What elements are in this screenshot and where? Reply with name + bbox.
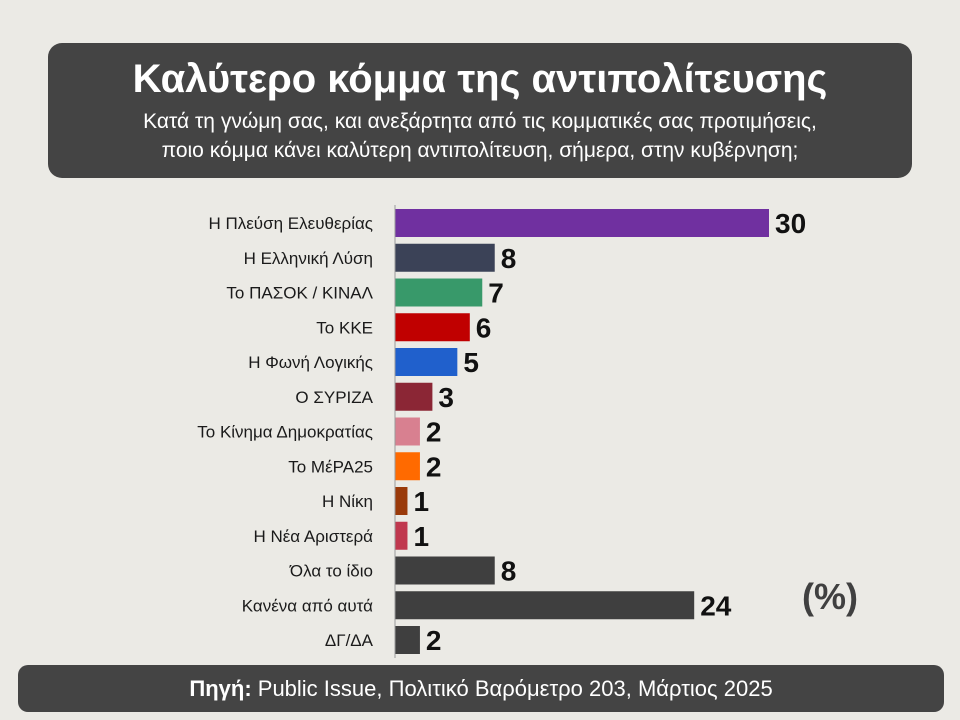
category-label: Ο ΣΥΡΙΖΑ	[295, 388, 373, 407]
category-label: Το ΚΚΕ	[316, 318, 373, 337]
chart-title: Καλύτερο κόμμα της αντιπολίτευσης	[132, 57, 828, 101]
category-label: Το Κίνημα Δημοκρατίας	[197, 423, 373, 442]
category-label: Η Ελληνική Λύση	[244, 249, 373, 268]
bar	[395, 243, 495, 272]
value-label: 1	[413, 486, 429, 517]
category-label: Η Πλεύση Ελευθερίας	[208, 214, 373, 233]
value-label: 5	[463, 347, 479, 378]
source-label: Πηγή:	[189, 676, 252, 701]
bar	[395, 313, 470, 342]
value-label: 7	[488, 278, 504, 309]
category-label: Όλα το ίδιο	[289, 562, 373, 581]
chart-header: Καλύτερο κόμμα της αντιπολίτευσης Κατά τ…	[48, 43, 912, 178]
source-text: Public Issue, Πολιτικό Βαρόμετρο 203, Μά…	[257, 676, 773, 701]
source-footer: Πηγή: Public Issue, Πολιτικό Βαρόμετρο 2…	[18, 665, 944, 712]
bar	[395, 278, 483, 307]
unit-label: (%)	[802, 576, 858, 617]
category-label: Το ΜέΡΑ25	[288, 457, 373, 476]
value-label: 3	[438, 382, 454, 413]
bar	[395, 452, 420, 481]
value-label: 2	[426, 417, 442, 448]
bar	[395, 382, 433, 411]
category-label: Κανένα από αυτά	[242, 596, 373, 615]
bar	[395, 348, 458, 376]
chart-subtitle: Κατά τη γνώμη σας, και ανεξάρτητα από τι…	[48, 107, 912, 165]
bar	[395, 626, 420, 654]
subtitle-line-2: ποιο κόμμα κάνει καλύτερη αντιπολίτευση,…	[161, 139, 799, 162]
value-label: 1	[413, 521, 429, 552]
category-label: Η Νέα Αριστερά	[253, 527, 373, 546]
bar	[395, 591, 695, 620]
value-label: 24	[700, 590, 732, 621]
value-label: 2	[426, 625, 442, 656]
value-label: 6	[476, 312, 492, 343]
category-label: Η Νίκη	[322, 492, 373, 511]
bar	[395, 556, 495, 585]
value-label: 8	[501, 243, 517, 274]
value-label: 8	[501, 556, 517, 587]
subtitle-line-1: Κατά τη γνώμη σας, και ανεξάρτητα από τι…	[143, 110, 817, 133]
category-label: ΔΓ/ΔΑ	[325, 631, 374, 650]
bar	[395, 521, 408, 550]
value-label: 2	[426, 451, 442, 482]
bar	[395, 209, 769, 237]
category-label: Το ΠΑΣΟΚ / ΚΙΝΑΛ	[226, 284, 373, 303]
bar	[395, 417, 420, 446]
value-label: 30	[775, 208, 806, 239]
bar	[395, 487, 408, 515]
category-label: Η Φωνή Λογικής	[248, 353, 373, 372]
